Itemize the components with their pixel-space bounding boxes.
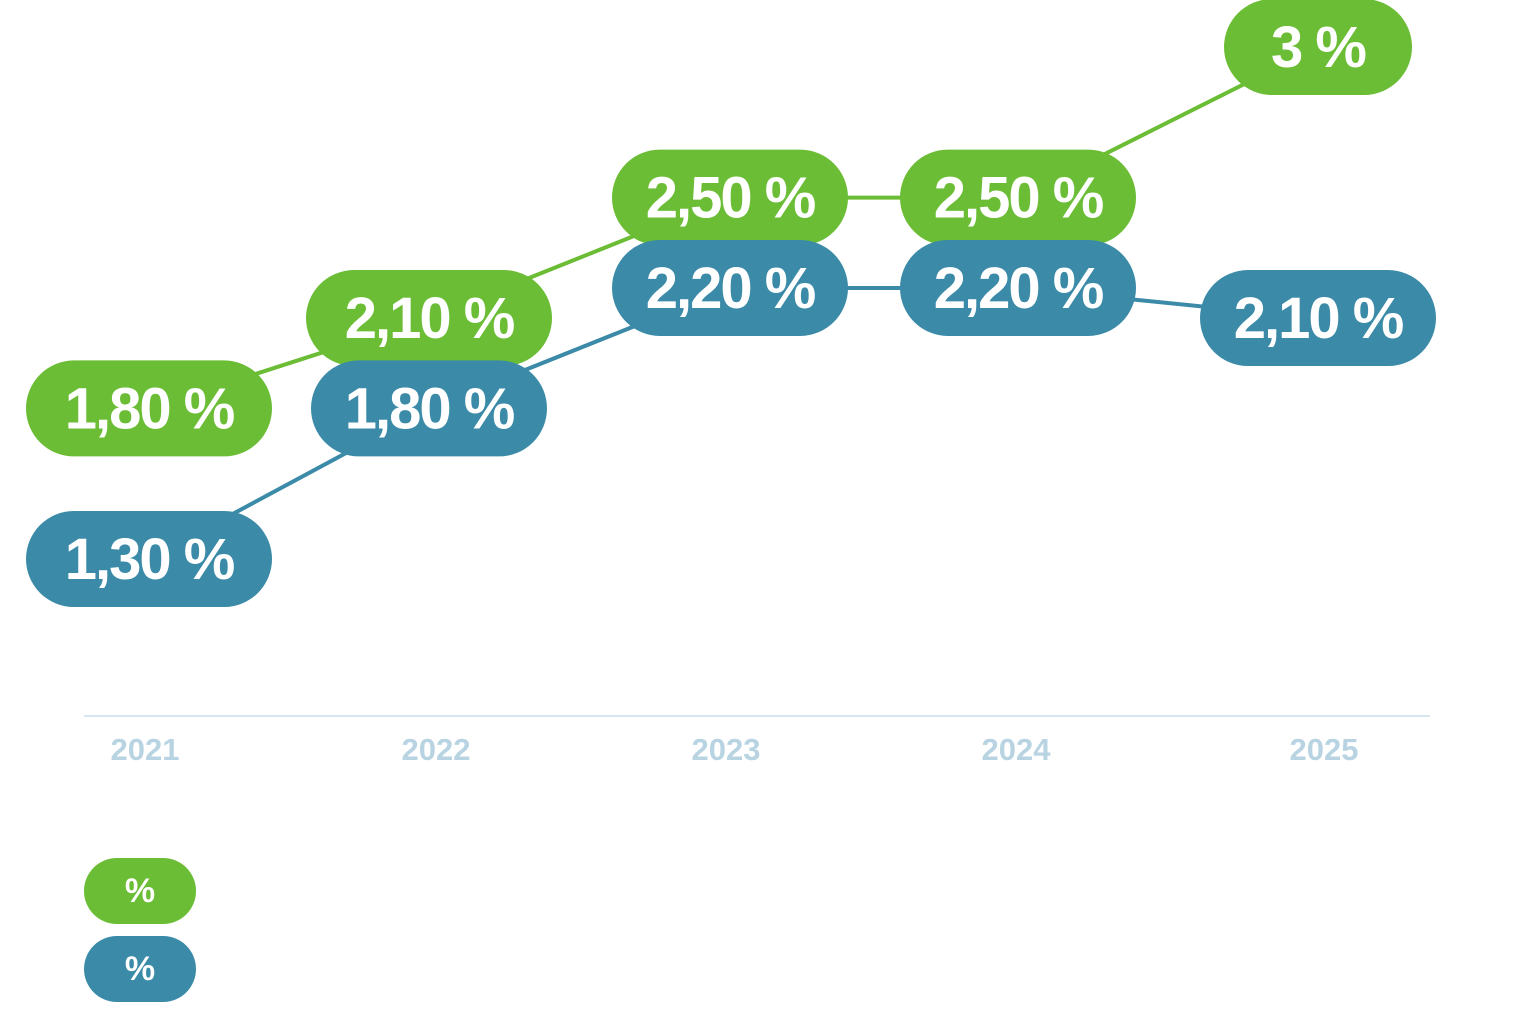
data-point-pill: 2,10 % — [306, 270, 552, 367]
x-tick-label: 2024 — [982, 732, 1052, 767]
data-label: 2,10 % — [345, 286, 515, 351]
x-axis-ticks: 2021 2022 2023 2024 2025 — [111, 732, 1359, 767]
data-point-pill: 1,80 % — [26, 360, 272, 457]
data-point-pill: 2,50 % — [612, 149, 848, 246]
data-label: 1,80 % — [65, 376, 235, 441]
data-point-pill: 2,50 % — [900, 149, 1136, 246]
data-point-bg — [612, 239, 848, 336]
legend-item-blue: % — [84, 936, 232, 1002]
data-label: 2,20 % — [934, 256, 1104, 321]
data-point-bg — [26, 511, 272, 607]
legend: % % — [84, 858, 232, 1014]
series-labels: 1,80 % 2,10 % 2,50 % 2,50 % 3 % 1,30 % 1,80 % 2… — [26, 0, 1436, 607]
data-label: 2,20 % — [646, 256, 816, 321]
data-point-pill: 2,20 % — [900, 239, 1136, 336]
data-point-pill: 1,30 % — [26, 511, 272, 607]
data-point-pill: 1,80 % — [311, 360, 547, 457]
data-point-bg — [26, 360, 272, 457]
data-point-bg — [900, 239, 1136, 336]
data-label: 2,10 % — [1234, 286, 1404, 351]
x-tick-label: 2023 — [692, 732, 761, 767]
data-point-bg — [311, 360, 547, 457]
x-tick-label: 2025 — [1290, 732, 1359, 767]
data-label: 2,50 % — [934, 166, 1104, 231]
data-label: 1,80 % — [345, 376, 515, 441]
data-point-pill: 3 % — [1224, 0, 1412, 95]
data-label: 2,50 % — [646, 166, 816, 231]
data-label: 1,30 % — [65, 527, 235, 592]
data-point-bg — [612, 149, 848, 246]
data-label: 3 % — [1271, 15, 1366, 80]
data-point-pill: 2,20 % — [612, 239, 848, 336]
x-tick-label: 2021 — [111, 732, 180, 767]
data-point-bg — [900, 149, 1136, 246]
data-point-pill: 2,10 % — [1200, 270, 1436, 367]
x-tick-label: 2022 — [402, 732, 471, 767]
data-point-bg — [306, 270, 552, 367]
data-point-bg — [1224, 0, 1412, 95]
legend-swatch-blue: % — [84, 936, 196, 1002]
legend-swatch-green: % — [84, 858, 196, 924]
data-point-bg — [1200, 270, 1436, 367]
legend-item-green: % — [84, 858, 232, 924]
